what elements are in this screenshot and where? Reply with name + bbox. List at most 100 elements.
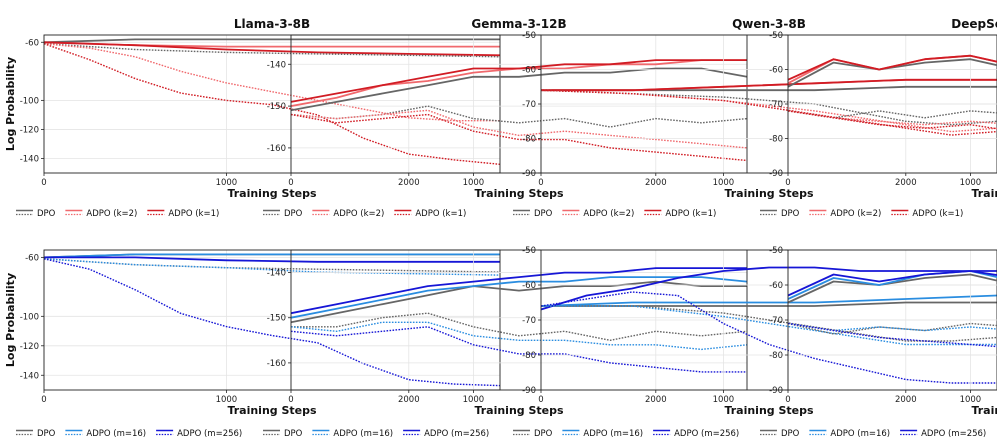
x-tick-label: 0	[538, 178, 543, 188]
x-tick-label: 1000	[960, 395, 982, 405]
series-line	[788, 110, 997, 126]
series-line	[44, 43, 500, 165]
x-tick-label: 2000	[398, 395, 420, 405]
x-tick-label: 1000	[713, 178, 735, 188]
series-line	[44, 38, 500, 44]
legend-label: ADPO (k=2)	[86, 209, 137, 219]
series-line	[291, 59, 747, 103]
y-tick-label: -50	[522, 31, 536, 41]
series-line	[788, 273, 997, 304]
x-tick-label: 0	[785, 178, 790, 188]
y-tick-label: -60	[25, 38, 39, 48]
y-tick-label: -120	[20, 342, 39, 352]
y-axis-label: Log Probability	[4, 57, 17, 151]
series-line	[541, 78, 997, 92]
x-tick-label: 0	[538, 395, 543, 405]
legend-label: ADPO (m=256)	[674, 429, 739, 439]
y-tick-label: -90	[769, 169, 783, 179]
y-tick-label: -60	[522, 281, 536, 291]
y-tick-label: -70	[522, 316, 536, 326]
y-tick-label: -50	[522, 246, 536, 256]
x-axis-label: Training Steps	[474, 187, 564, 200]
series-line	[291, 276, 747, 319]
axes-frame	[43, 249, 501, 391]
x-tick-label: 1000	[216, 178, 238, 188]
series-line	[291, 67, 747, 112]
y-tick-label: -60	[25, 253, 39, 263]
series-line	[788, 322, 997, 348]
legend-label: DPO	[534, 209, 553, 219]
y-tick-label: -80	[769, 135, 783, 145]
legend-label: ADPO (k=1)	[415, 209, 466, 219]
y-tick-label: -140	[267, 269, 286, 279]
y-tick-label: -60	[522, 66, 536, 76]
x-tick-label: 2000	[895, 395, 917, 405]
y-tick-label: -150	[267, 314, 286, 324]
legend-label: ADPO (m=256)	[424, 429, 489, 439]
x-tick-label: 0	[41, 395, 46, 405]
legend-label: ADPO (k=2)	[333, 209, 384, 219]
series-line	[291, 105, 747, 128]
series-line	[541, 266, 997, 311]
y-tick-label: -100	[20, 96, 39, 106]
y-tick-label: -140	[267, 60, 286, 70]
y-tick-label: -80	[522, 351, 536, 361]
x-axis-label: Training Steps	[474, 404, 564, 417]
y-tick-label: -160	[267, 359, 286, 369]
y-tick-label: -140	[20, 154, 39, 164]
series-line	[44, 43, 500, 58]
x-tick-label: 1000	[713, 395, 735, 405]
x-axis-label: Training Steps	[724, 404, 814, 417]
y-tick-label: -60	[769, 66, 783, 76]
series-line	[788, 54, 997, 81]
x-tick-label: 2000	[398, 178, 420, 188]
legend-label: DPO	[781, 209, 800, 219]
legend-label: ADPO (m=16)	[583, 429, 643, 439]
x-tick-label: 2000	[645, 178, 667, 188]
series-line	[541, 89, 997, 136]
panel-title: DeepSeek-Math-7B	[951, 17, 997, 31]
axes-frame	[43, 34, 501, 174]
panel-title: Qwen-3-8B	[732, 17, 806, 31]
y-tick-label: -70	[769, 100, 783, 110]
series-line	[291, 280, 747, 324]
legend-label: DPO	[37, 429, 56, 439]
x-tick-label: 1000	[463, 395, 485, 405]
y-tick-label: -90	[522, 169, 536, 179]
x-tick-label: 0	[288, 178, 293, 188]
legend-label: DPO	[37, 209, 56, 219]
series-line	[44, 256, 500, 263]
legend-label: ADPO (k=2)	[830, 209, 881, 219]
series-line	[44, 43, 500, 122]
series-line	[291, 267, 747, 315]
y-tick-label: -100	[20, 312, 39, 322]
x-axis-label: Training Steps	[971, 187, 997, 200]
y-tick-label: -150	[267, 102, 286, 112]
y-tick-label: -60	[769, 281, 783, 291]
y-tick-label: -80	[522, 135, 536, 145]
x-axis-label: Training Steps	[227, 187, 317, 200]
y-tick-label: -70	[769, 316, 783, 326]
legend-label: ADPO (m=256)	[177, 429, 242, 439]
legend-label: ADPO (m=16)	[86, 429, 146, 439]
x-tick-label: 0	[288, 395, 293, 405]
series-line	[291, 321, 747, 351]
series-line	[788, 270, 997, 300]
series-line	[44, 41, 500, 57]
series-line	[788, 270, 997, 297]
y-tick-label: -50	[769, 246, 783, 256]
legend-label: DPO	[534, 429, 553, 439]
series-line	[44, 253, 500, 259]
x-tick-label: 0	[41, 178, 46, 188]
x-tick-label: 0	[785, 395, 790, 405]
x-axis-label: Training Steps	[227, 404, 317, 417]
series-line	[541, 294, 997, 307]
legend-label: ADPO (k=1)	[665, 209, 716, 219]
y-tick-label: -80	[769, 351, 783, 361]
x-tick-label: 1000	[960, 178, 982, 188]
series-line	[44, 258, 500, 387]
x-axis-label: Training Steps	[724, 187, 814, 200]
x-tick-label: 2000	[895, 178, 917, 188]
series-line	[541, 89, 997, 133]
x-tick-label: 2000	[645, 395, 667, 405]
